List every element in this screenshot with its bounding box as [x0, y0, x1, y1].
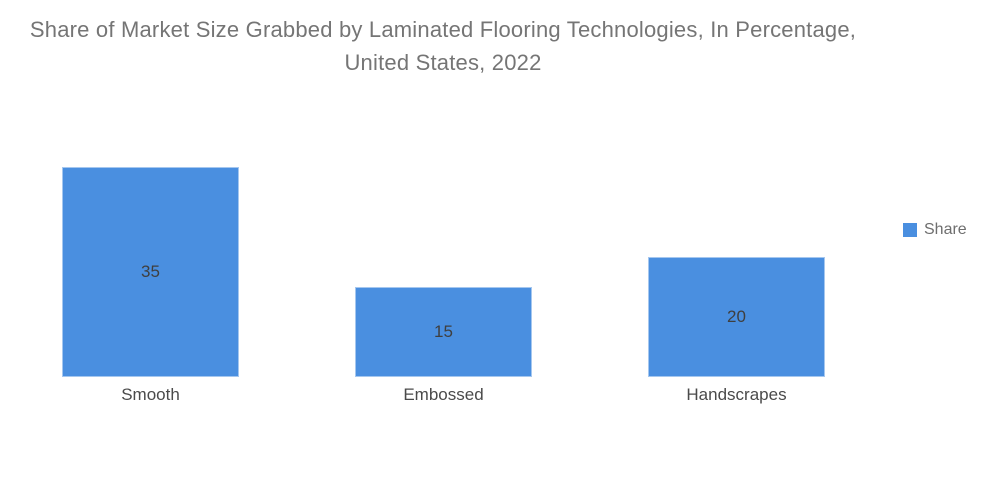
- bar-smooth: 35: [62, 167, 239, 377]
- category-label: Embossed: [403, 385, 484, 404]
- bar-handscrapes: 20: [648, 257, 825, 377]
- chart-title-line1: Share of Market Size Grabbed by Laminate…: [29, 17, 857, 42]
- bar-value-label: 20: [727, 307, 746, 326]
- bar-value-label: 15: [434, 322, 453, 341]
- bar-embossed: 15: [355, 287, 532, 377]
- bar-value-label: 35: [141, 262, 160, 281]
- category-label: Smooth: [121, 385, 180, 404]
- legend-swatch-icon: [903, 223, 917, 237]
- legend-label: Share: [924, 221, 967, 238]
- chart-title-line2: United States, 2022: [344, 50, 542, 75]
- chart-title: Share of Market Size Grabbed by Laminate…: [0, 13, 886, 79]
- category-label: Handscrapes: [686, 385, 787, 404]
- legend: Share: [903, 221, 967, 239]
